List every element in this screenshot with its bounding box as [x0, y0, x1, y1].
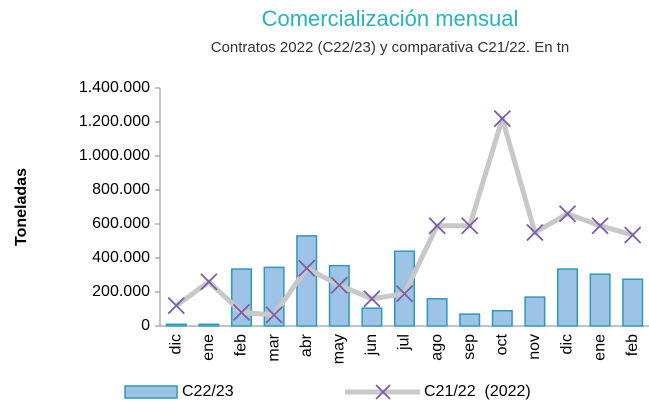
x-tick-label: dic [168, 334, 185, 354]
marker [428, 217, 446, 235]
marker [526, 223, 544, 242]
x-tick-label: oct [494, 333, 511, 355]
x-tick-label: sep [461, 334, 478, 360]
y-tick-label: 1.200.000 [79, 113, 150, 130]
legend-marker [375, 384, 391, 400]
y-axis-label: Toneladas [13, 168, 30, 246]
marker [558, 205, 577, 223]
x-tick-label: dic [559, 334, 576, 354]
bar [589, 273, 611, 327]
bar [165, 323, 187, 327]
bar [459, 313, 481, 327]
x-tick-label: may [331, 334, 348, 364]
marker [591, 217, 609, 235]
bar [328, 264, 350, 327]
bar [491, 309, 513, 327]
legend-swatch [124, 385, 178, 399]
bar [198, 323, 220, 327]
legend-label: C21/22 (2022) [424, 383, 531, 400]
marker [461, 217, 479, 235]
x-tick-label: ene [200, 334, 217, 361]
bar [524, 296, 546, 327]
x-tick-label: feb [624, 334, 641, 356]
y-tick-label: 200.000 [92, 283, 150, 300]
legend-label: C22/23 [182, 383, 234, 400]
y-tick-label: 800.000 [92, 181, 150, 198]
chart-subtitle: Contratos 2022 (C22/23) y comparativa C2… [211, 39, 570, 56]
y-tick-label: 1.400.000 [79, 79, 150, 96]
y-tick-label: 400.000 [92, 249, 150, 266]
y-tick-label: 0 [141, 317, 150, 334]
marker [200, 273, 218, 291]
x-tick-label: abr [298, 333, 315, 357]
bar [556, 268, 579, 327]
bar [426, 298, 448, 327]
marker [330, 276, 348, 294]
y-tick-label: 600.000 [92, 215, 150, 232]
x-tick-label: mar [265, 333, 282, 361]
chart-title: Comercialización mensual [262, 6, 519, 31]
marker [395, 285, 414, 303]
bar [230, 268, 253, 327]
x-tick-label: nov [526, 334, 543, 360]
marker [624, 226, 642, 244]
x-tick-label: feb [233, 334, 250, 356]
marker [493, 109, 511, 128]
marker [363, 290, 381, 308]
x-tick-label: ago [428, 334, 445, 361]
y-tick-label: 1.000.000 [79, 147, 150, 164]
marker [298, 259, 316, 277]
x-tick-label: jun [363, 334, 380, 356]
x-tick-label: ene [591, 334, 608, 361]
bar [622, 278, 644, 327]
marker [265, 306, 283, 324]
x-tick-label: jul [396, 334, 413, 351]
marker [167, 296, 185, 315]
bar [361, 307, 383, 327]
marker [232, 303, 251, 322]
